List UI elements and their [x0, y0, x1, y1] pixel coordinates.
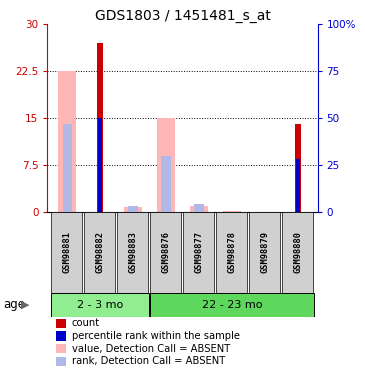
Text: 22 - 23 mo: 22 - 23 mo — [201, 300, 262, 310]
Text: GSM98882: GSM98882 — [96, 231, 105, 273]
Bar — [216, 212, 247, 292]
Bar — [183, 212, 214, 292]
Bar — [296, 159, 300, 212]
Text: count: count — [72, 318, 100, 328]
Title: GDS1803 / 1451481_s_at: GDS1803 / 1451481_s_at — [95, 9, 270, 23]
Bar — [124, 207, 142, 212]
Bar — [295, 124, 301, 212]
Bar — [55, 344, 66, 353]
Bar — [117, 212, 148, 292]
Bar — [128, 206, 138, 212]
Bar — [150, 292, 314, 317]
Bar — [194, 204, 204, 212]
Bar — [249, 212, 280, 292]
Text: value, Detection Call = ABSENT: value, Detection Call = ABSENT — [72, 344, 230, 354]
Text: GSM98876: GSM98876 — [162, 231, 170, 273]
Text: 2 - 3 mo: 2 - 3 mo — [77, 300, 123, 310]
Bar — [58, 71, 76, 212]
Bar — [55, 332, 66, 341]
Text: age: age — [4, 298, 26, 311]
Text: GSM98881: GSM98881 — [63, 231, 72, 273]
Bar — [55, 357, 66, 366]
Text: GSM98883: GSM98883 — [128, 231, 138, 273]
Bar — [55, 319, 66, 328]
Text: percentile rank within the sample: percentile rank within the sample — [72, 331, 240, 341]
Bar — [63, 124, 72, 212]
Bar — [282, 212, 313, 292]
Bar — [51, 212, 82, 292]
Text: rank, Detection Call = ABSENT: rank, Detection Call = ABSENT — [72, 356, 225, 366]
Bar — [98, 118, 102, 212]
Text: GSM98879: GSM98879 — [260, 231, 269, 273]
Text: ▶: ▶ — [21, 300, 30, 310]
Bar — [190, 206, 208, 212]
Bar — [51, 292, 149, 317]
Text: GSM98877: GSM98877 — [195, 231, 203, 273]
Bar — [97, 43, 103, 212]
Text: GSM98880: GSM98880 — [293, 231, 302, 273]
Bar — [150, 212, 181, 292]
Bar — [223, 211, 241, 212]
Bar — [84, 212, 115, 292]
Bar — [157, 118, 175, 212]
Bar — [161, 156, 171, 212]
Text: GSM98878: GSM98878 — [227, 231, 237, 273]
